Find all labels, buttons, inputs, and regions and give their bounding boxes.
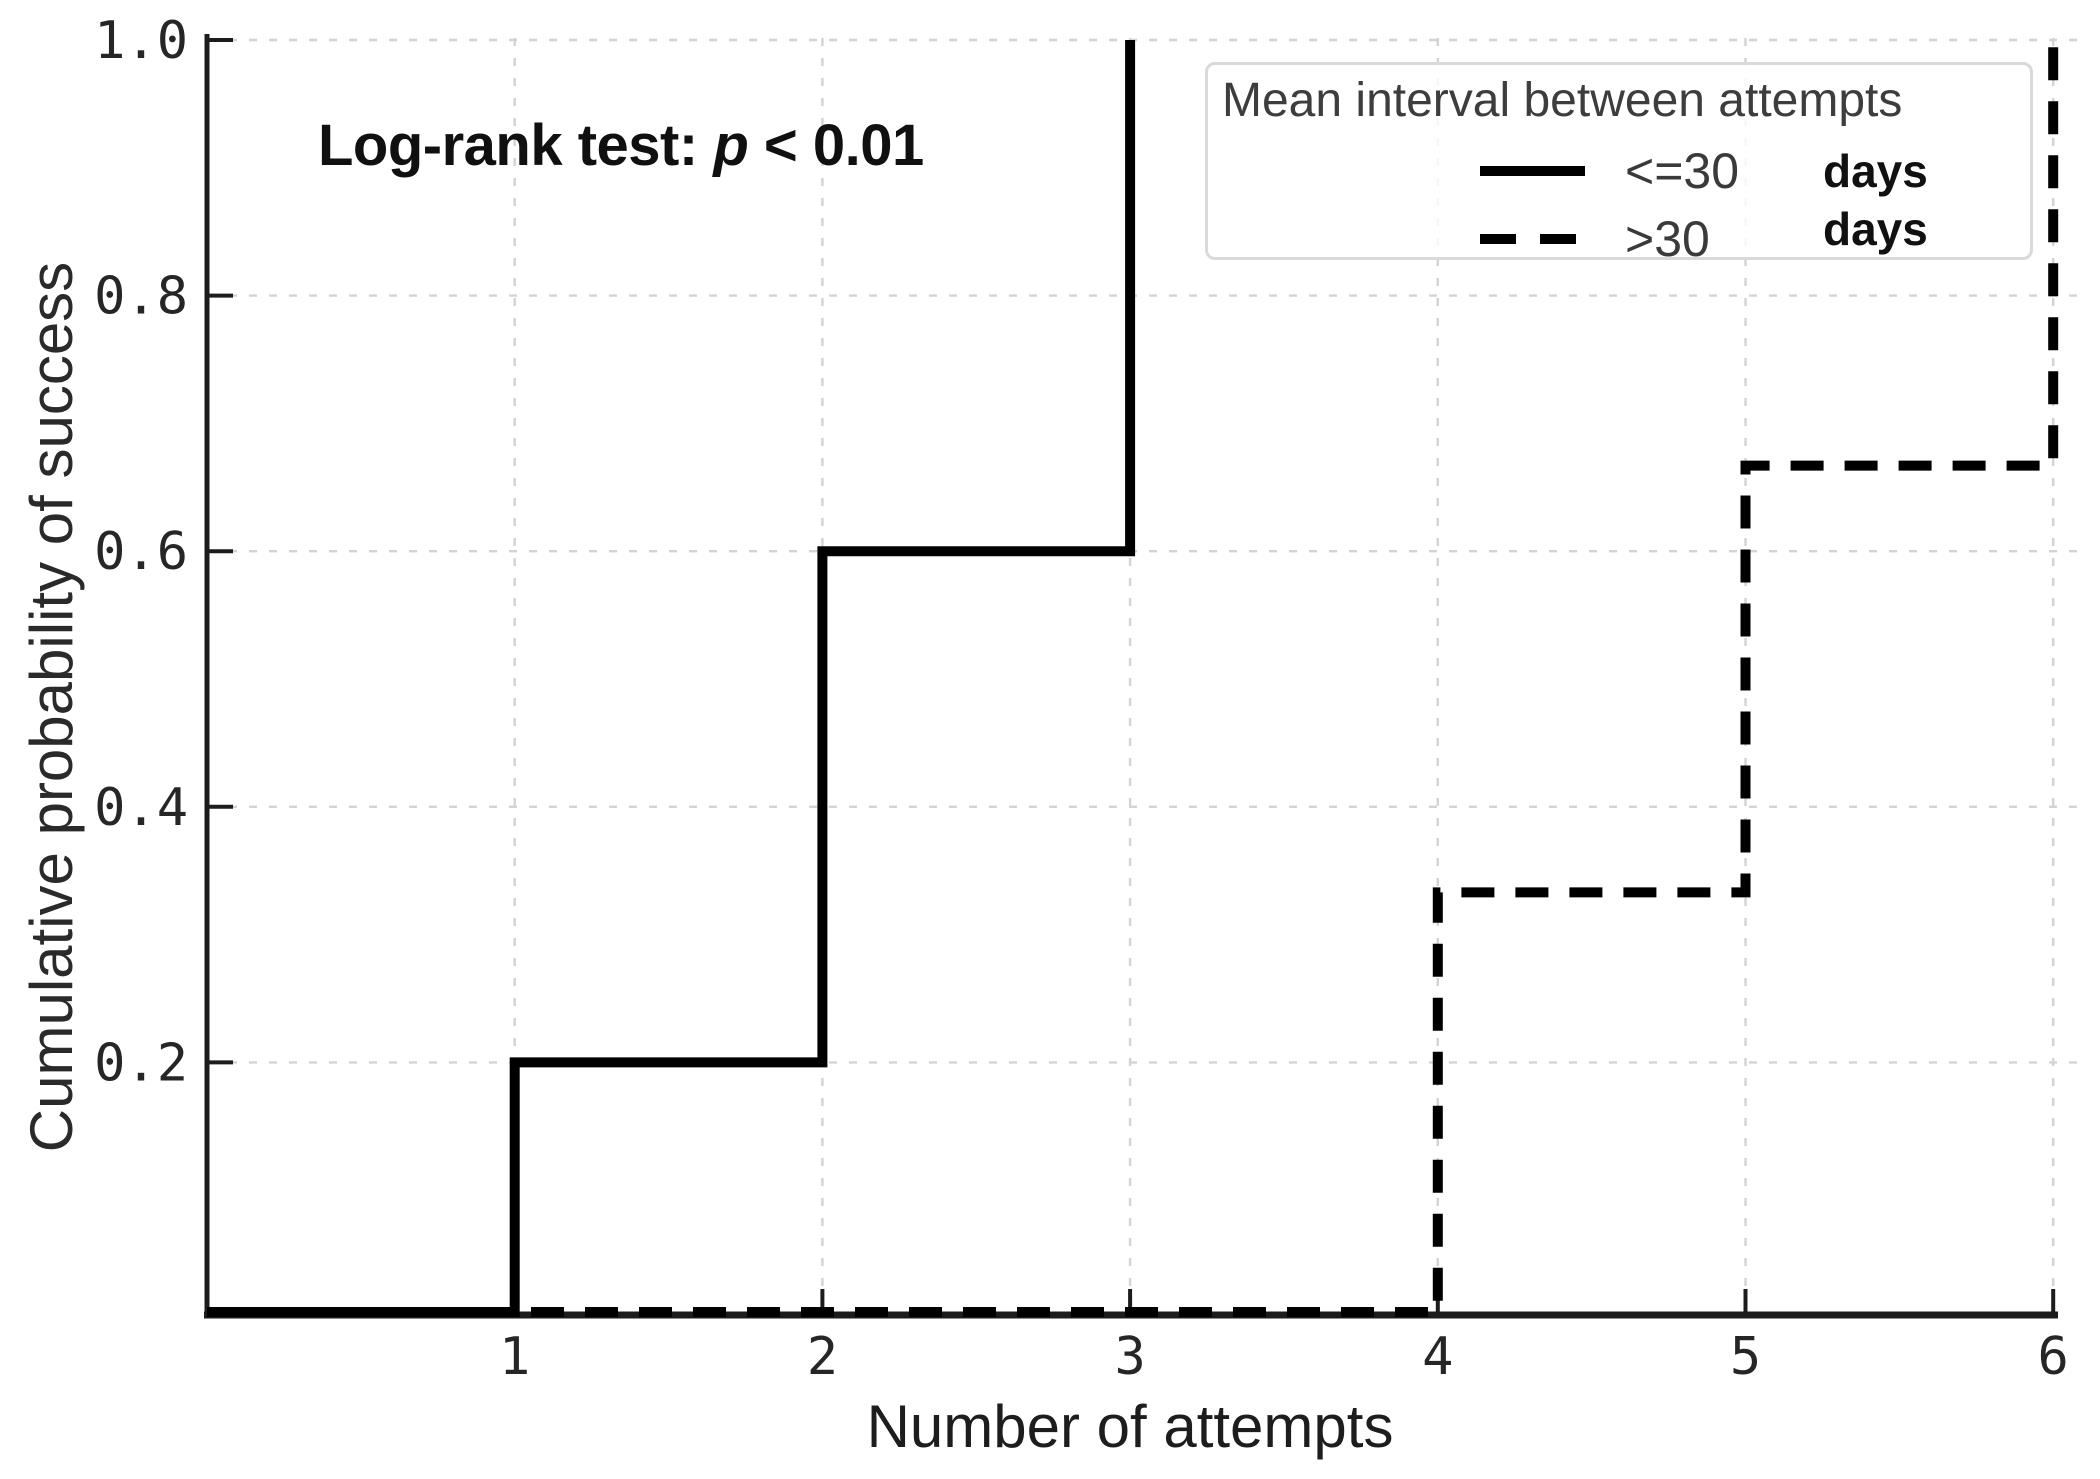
legend-entry-dashed: >30 days: [1208, 203, 2030, 267]
x-tick-label-2: 2: [807, 1327, 838, 1387]
y-tick-label-0.4: 0.4: [94, 778, 188, 838]
x-axis-title: Number of attempts: [866, 1393, 1394, 1460]
legend-entry-unit: days: [1823, 203, 1928, 255]
dashed-line-sample-icon: [1480, 234, 1585, 244]
legend-entry-unit: days: [1823, 145, 1928, 197]
legend-box: Mean interval between attempts <=30 days…: [1205, 62, 2033, 267]
series-line-solid: [207, 40, 1136, 1317]
legend-entry-label: <=30: [1625, 143, 1740, 199]
annotation-value: < 0.01: [748, 113, 924, 178]
y-tick-label-1.0: 1.0: [94, 11, 188, 71]
y-axis-title: Cumulative probability of success: [18, 261, 85, 1153]
annotation-p-symbol: p: [713, 113, 749, 178]
x-tick-label-6: 6: [2038, 1327, 2069, 1387]
legend-entry-solid: <=30 days: [1208, 143, 2030, 199]
annotation-logrank: Log-rank test: p < 0.01: [318, 112, 924, 179]
x-tick-label-3: 3: [1114, 1327, 1145, 1387]
annotation-prefix: Log-rank test:: [318, 113, 714, 178]
x-tick-label-1: 1: [499, 1327, 530, 1387]
y-tick-label-0.2: 0.2: [94, 1033, 188, 1093]
legend-entry-label: >30: [1625, 211, 1710, 267]
solid-line-sample-icon: [1480, 166, 1585, 176]
legend-title: Mean interval between attempts: [1222, 74, 1903, 127]
y-tick-label-0.8: 0.8: [94, 267, 188, 327]
y-tick-label-0.6: 0.6: [94, 522, 188, 582]
x-tick-label-4: 4: [1422, 1327, 1453, 1387]
x-tick-label-5: 5: [1730, 1327, 1761, 1387]
series-line-dashed: [207, 40, 2059, 1317]
